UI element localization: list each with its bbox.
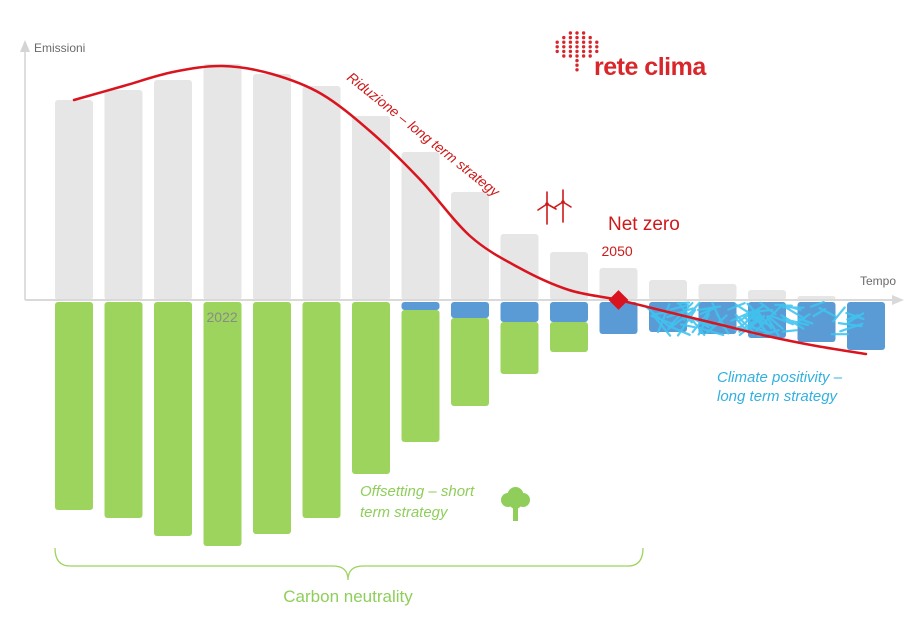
emission-bar-0 (55, 100, 93, 300)
emission-bar-14 (748, 290, 786, 300)
positivity-bar-7 (401, 302, 440, 310)
positivity-label-line1: Climate positivity – (717, 369, 843, 386)
positivity-bar-11 (599, 302, 638, 334)
tick-labels: 2022 2050 (207, 243, 633, 325)
offsetting-label-line2: term strategy (360, 504, 449, 521)
y-axis (20, 40, 30, 300)
offset-bar-2 (154, 302, 192, 536)
x-axis-label: Tempo (860, 274, 896, 288)
offsetting-label-line1: Offsetting – short (360, 483, 475, 500)
offset-bar-5 (302, 302, 341, 518)
offset-bar-9 (500, 322, 539, 374)
emission-bar-6 (352, 116, 390, 300)
positivity-label-line2: long term strategy (717, 388, 839, 405)
positivity-bar-8 (451, 302, 489, 318)
offset-bar-1 (104, 302, 143, 518)
tick-label-2022: 2022 (207, 309, 238, 325)
positivity-bar-10 (550, 302, 588, 322)
offset-bar-0 (55, 302, 93, 510)
carbon-neutrality-label: Carbon neutrality (283, 587, 413, 606)
emission-bar-8 (451, 192, 489, 300)
y-axis-label: Emissioni (34, 41, 85, 55)
tree-icon (501, 487, 530, 521)
net-zero-marker (608, 290, 629, 310)
offset-bar-4 (253, 302, 291, 534)
logo-tree-mark (555, 31, 599, 72)
offset-bar-6 (352, 302, 390, 474)
rete-clima-logo: rete clima (555, 31, 708, 81)
tick-label-2050: 2050 (602, 243, 633, 259)
emission-bar-5 (302, 86, 341, 300)
positivity-bar-9 (500, 302, 539, 322)
emission-bar-1 (104, 90, 143, 300)
offset-bar-7 (401, 310, 440, 442)
logo-text: rete clima (594, 53, 707, 81)
emission-bar-4 (253, 74, 291, 300)
bars-group (55, 64, 885, 546)
wind-turbine-icon (537, 189, 572, 225)
reduction-curve (72, 64, 868, 356)
net-zero-label: Net zero (608, 214, 680, 235)
emission-bar-13 (698, 284, 737, 300)
positivity-bar-16 (847, 302, 885, 350)
emission-bar-11 (599, 268, 638, 300)
emission-bar-12 (649, 280, 687, 300)
emission-bar-2 (154, 80, 192, 300)
emission-bar-7 (401, 152, 440, 300)
offset-bar-8 (451, 318, 489, 406)
offset-bar-3 (203, 302, 242, 546)
x-axis (25, 295, 904, 305)
emission-bar-3 (203, 64, 242, 300)
offset-bar-10 (550, 322, 588, 352)
carbon-neutrality-bracket (54, 547, 644, 581)
